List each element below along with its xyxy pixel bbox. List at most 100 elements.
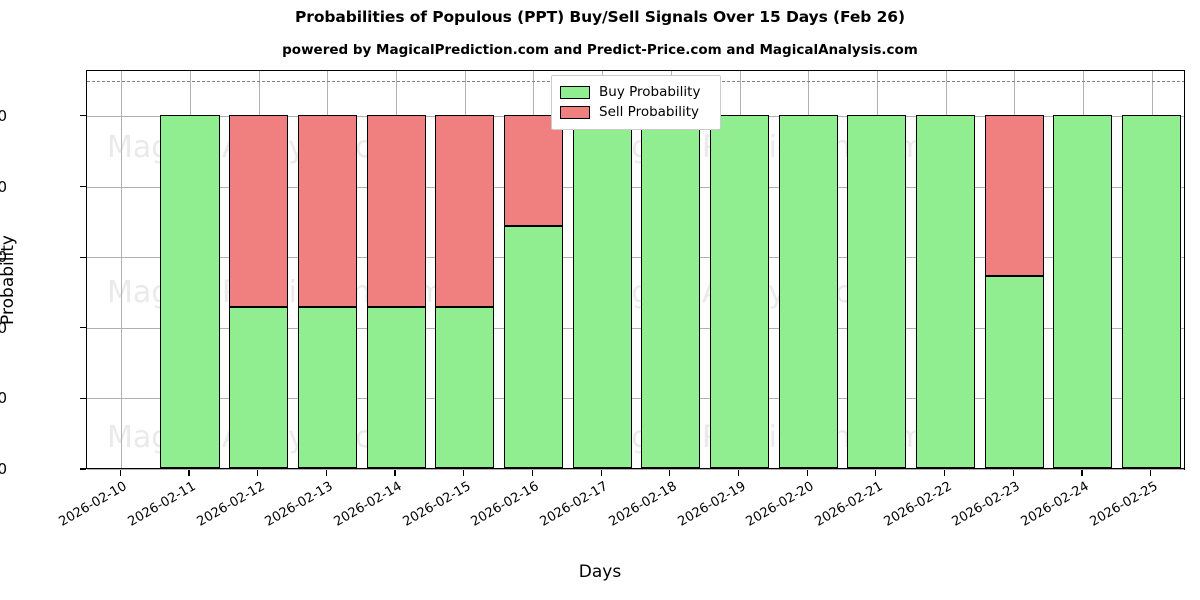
x-axis-tick-label: 2026-02-11	[125, 479, 199, 530]
x-axis-tick-mark	[325, 470, 327, 476]
bar-segment-buy[interactable]	[641, 114, 701, 468]
bar-segment-buy[interactable]	[572, 114, 632, 468]
bar-group[interactable]	[435, 69, 495, 468]
x-axis-tick-label: 2026-02-17	[537, 479, 611, 530]
bar-group[interactable]	[366, 69, 426, 468]
bar-group[interactable]	[297, 69, 357, 468]
bar-segment-buy[interactable]	[1053, 114, 1113, 468]
x-axis-tick-mark	[1012, 470, 1014, 476]
x-axis-label: Days	[578, 562, 622, 582]
bar-segment-buy[interactable]	[503, 226, 563, 468]
x-axis-tick-mark	[1081, 470, 1083, 476]
bar-segment-buy[interactable]	[916, 114, 976, 468]
bar-group[interactable]	[503, 69, 563, 468]
y-axis-tick-label: 0	[0, 460, 7, 478]
bar-segment-sell[interactable]	[435, 114, 495, 308]
gridline-horizontal	[87, 398, 1185, 400]
x-axis-tick-label: 2026-02-10	[56, 479, 130, 530]
gridline-horizontal	[87, 257, 1185, 259]
legend-item-sell: Sell Probability	[560, 102, 712, 122]
plot-border-top	[86, 70, 1185, 72]
bar-segment-sell[interactable]	[503, 114, 563, 227]
bar-group[interactable]	[778, 69, 838, 468]
legend-label-sell: Sell Probability	[599, 104, 700, 120]
x-axis-tick-mark	[943, 470, 946, 476]
x-axis-tick-label: 2026-02-16	[469, 479, 542, 530]
bar-group[interactable]	[572, 69, 632, 468]
x-axis-tick-label: 2026-02-13	[262, 479, 336, 530]
y-axis-tick-mark	[80, 327, 86, 329]
y-axis-tick-label: 100	[0, 106, 7, 125]
y-axis-tick-label: 20	[0, 389, 7, 408]
bar-group[interactable]	[229, 69, 289, 468]
legend-item-buy: Buy Probability	[560, 82, 712, 102]
bar-segment-buy[interactable]	[778, 114, 838, 468]
bar-group[interactable]	[1122, 69, 1182, 468]
x-axis-tick-label: 2026-02-19	[675, 479, 749, 530]
x-axis-tick-label: 2026-02-24	[1018, 479, 1092, 530]
x-axis-tick-mark	[531, 470, 534, 476]
y-axis-tick-label: 40	[0, 318, 7, 337]
x-axis-tick-label: 2026-02-14	[331, 479, 405, 530]
bar-group[interactable]	[984, 69, 1044, 468]
bar-segment-buy[interactable]	[229, 307, 289, 468]
legend-swatch-buy	[560, 85, 590, 99]
bar-segment-buy[interactable]	[160, 114, 220, 468]
x-axis-tick-label: 2026-02-22	[881, 479, 955, 530]
bar-segment-buy[interactable]	[847, 114, 907, 468]
gridline-horizontal	[87, 327, 1185, 329]
bar-group[interactable]	[709, 69, 770, 468]
y-axis-tick-mark	[80, 468, 86, 470]
bar-segment-buy[interactable]	[1122, 114, 1182, 468]
chart-title: Probabilities of Populous (PPT) Buy/Sell…	[295, 8, 905, 26]
x-axis-tick-mark	[875, 470, 877, 476]
x-axis-tick-mark	[600, 470, 602, 476]
bar-segment-buy[interactable]	[435, 307, 495, 468]
x-axis-tick-mark	[737, 470, 740, 476]
chart-subtitle: powered by MagicalPrediction.com and Pre…	[282, 42, 918, 58]
bar-segment-sell[interactable]	[297, 114, 357, 308]
x-axis-tick-mark	[669, 470, 671, 476]
bar-segment-buy[interactable]	[709, 114, 770, 468]
gridline-horizontal	[87, 186, 1185, 188]
bar-group[interactable]	[916, 69, 976, 468]
bar-segment-sell[interactable]	[229, 114, 289, 308]
gridline-vertical	[121, 70, 123, 468]
y-axis-tick-mark	[80, 185, 86, 188]
y-axis-tick-mark	[80, 397, 86, 399]
y-axis-tick-label: 80	[0, 177, 7, 196]
plot-border-right	[1184, 70, 1186, 470]
bar-series-layer	[87, 70, 1185, 468]
x-axis-tick-mark	[1150, 470, 1152, 476]
x-axis-tick-mark	[188, 470, 190, 476]
x-axis-tick-label: 2026-02-15	[400, 479, 474, 530]
x-axis-tick-label: 2026-02-25	[1087, 479, 1161, 530]
y-axis-tick-mark	[80, 256, 86, 258]
x-axis-tick-label: 2026-02-21	[812, 479, 886, 530]
bar-segment-sell[interactable]	[984, 114, 1044, 276]
bar-segment-sell[interactable]	[366, 114, 426, 308]
x-axis-tick-mark	[394, 470, 396, 476]
y-axis-tick-mark	[80, 115, 86, 117]
legend-swatch-sell	[560, 105, 590, 119]
x-axis-tick-label: 2026-02-12	[194, 479, 268, 530]
legend-label-buy: Buy Probability	[599, 84, 701, 100]
bar-segment-buy[interactable]	[984, 275, 1044, 468]
gridline-horizontal	[87, 469, 1185, 470]
bar-group[interactable]	[160, 69, 220, 468]
chart-legend: Buy Probability Sell Probability	[551, 75, 721, 130]
x-axis-tick-mark	[119, 470, 121, 476]
x-axis-tick-label: 2026-02-18	[606, 479, 680, 530]
x-axis-tick-label: 2026-02-23	[949, 479, 1023, 530]
bar-segment-buy[interactable]	[366, 307, 426, 468]
x-axis-tick-mark	[463, 470, 465, 476]
x-axis-tick-label: 2026-02-20	[743, 479, 817, 530]
bar-segment-buy[interactable]	[297, 307, 357, 468]
y-axis-tick-label: 60	[0, 248, 7, 267]
x-axis-tick-mark	[806, 470, 808, 476]
x-axis-tick-mark	[257, 470, 259, 476]
bar-group[interactable]	[847, 69, 907, 468]
bar-group[interactable]	[1053, 69, 1113, 468]
bar-group[interactable]	[641, 69, 701, 468]
